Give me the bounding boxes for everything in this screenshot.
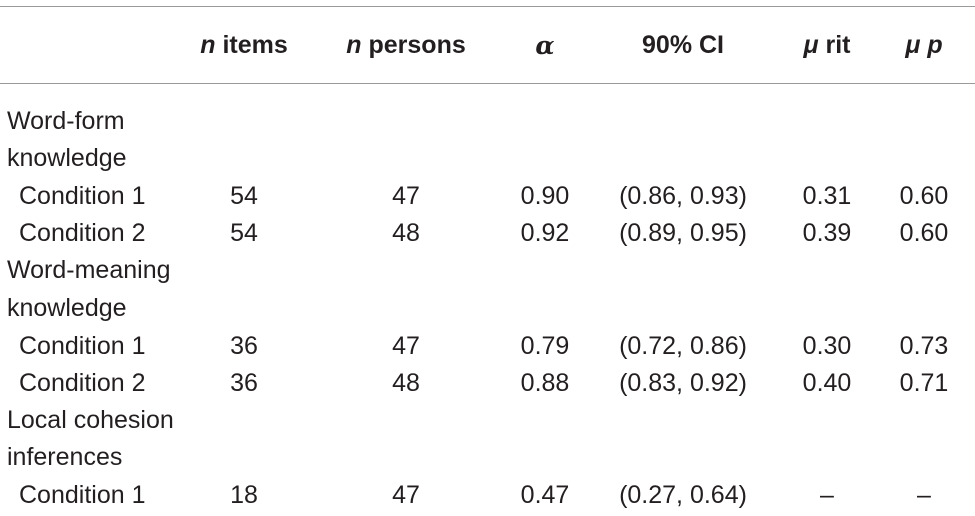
header-mu-rit: μ rit [803,31,851,59]
cell-n-items: 36 [230,369,258,397]
header-rule [0,83,975,84]
cell-mu-p: 0.71 [899,369,949,397]
row-label: Condition 1 [19,481,146,509]
cell-mu-p: 0.60 [899,182,949,210]
cell-alpha: 0.90 [520,182,570,210]
cell-mu-rit: 0.40 [802,369,852,397]
cell-mu-rit: 0.30 [802,332,852,360]
cell-ci: (0.83, 0.92) [619,369,747,397]
section-label: knowledge [7,294,127,322]
header-alpha: α [535,31,555,60]
row-label: Condition 1 [19,332,146,360]
cell-n-items: 36 [230,332,258,360]
cell-mu-p: 0.73 [899,332,949,360]
cell-alpha: 0.47 [520,481,570,509]
section-label: Word-form [7,107,125,135]
cell-n-items: 18 [230,481,258,509]
cell-alpha: 0.92 [520,219,570,247]
cell-mu-rit: 0.31 [802,182,852,210]
cell-mu-p: 0.60 [899,219,949,247]
section-label: knowledge [7,144,127,172]
cell-n-persons: 47 [392,182,420,210]
cell-alpha: 0.88 [520,369,570,397]
cell-n-persons: 48 [392,369,420,397]
cell-alpha: 0.79 [520,332,570,360]
cell-n-items: 54 [230,182,258,210]
cell-mu-p: – [917,481,931,509]
row-label: Condition 2 [19,219,146,247]
row-label: Condition 1 [19,182,146,210]
cell-ci: (0.89, 0.95) [619,219,747,247]
top-rule [0,6,975,7]
cell-n-persons: 47 [392,332,420,360]
cell-ci: (0.27, 0.64) [619,481,747,509]
cell-n-items: 54 [230,219,258,247]
cell-n-persons: 47 [392,481,420,509]
header-mu-p: μ p [905,31,943,59]
header-n-items: n items [200,31,288,59]
section-label: Word-meaning [7,256,171,284]
section-label: inferences [7,443,123,471]
cell-n-persons: 48 [392,219,420,247]
cell-mu-rit: – [820,481,834,509]
section-label: Local cohesion [7,406,174,434]
header-ci: 90% CI [642,31,724,59]
cell-mu-rit: 0.39 [802,219,852,247]
header-n-persons: n persons [346,31,466,59]
row-label: Condition 2 [19,369,146,397]
cell-ci: (0.72, 0.86) [619,332,747,360]
cell-ci: (0.86, 0.93) [619,182,747,210]
